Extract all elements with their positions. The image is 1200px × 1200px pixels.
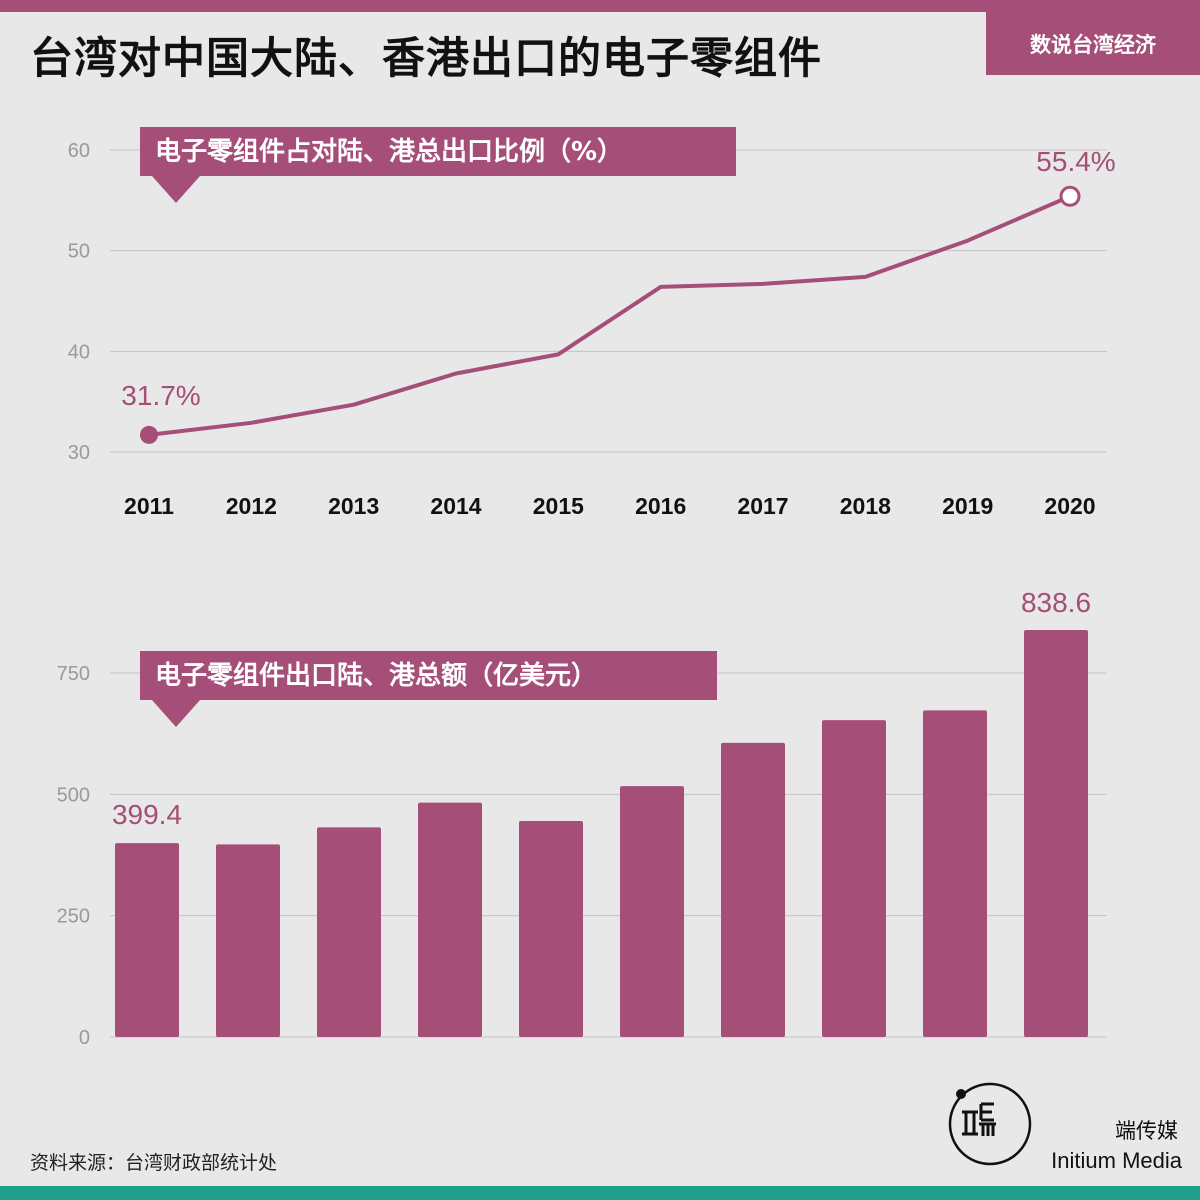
bottom-accent-bar: [0, 1186, 1200, 1200]
media-name-cn: 端传媒: [1115, 1119, 1178, 1143]
bar-2014: [418, 802, 482, 1037]
source-note: 资料来源：台湾财政部统计处: [30, 1152, 278, 1174]
bar-2017: [721, 742, 785, 1037]
line-x-tick-label: 2019: [942, 493, 993, 519]
line-data-label: 55.4%: [1036, 146, 1115, 177]
line-x-tick-label: 2013: [328, 493, 379, 519]
bar-chart-title: 电子零组件出口陆、港总额（亿美元）: [155, 660, 597, 691]
bar-2011: [115, 843, 179, 1037]
line-x-tick-label: 2016: [635, 493, 686, 519]
initium-logo-icon: [948, 1082, 1032, 1166]
bar-y-tick-label: 500: [57, 784, 90, 806]
line-title-banner: [140, 127, 736, 176]
line-y-tick-label: 40: [68, 341, 90, 363]
bar-2012: [216, 844, 280, 1037]
bar-y-tick-label: 750: [57, 663, 90, 685]
line-y-tick-label: 60: [68, 140, 90, 162]
line-x-tick-label: 2014: [430, 493, 481, 519]
bar-y-tick-label: 250: [57, 906, 90, 928]
brand-tag: 数说台湾经济: [986, 12, 1200, 75]
bar-data-label: 838.6: [1021, 587, 1091, 618]
line-point-end: [1059, 185, 1081, 207]
line-x-tick-label: 2018: [840, 493, 891, 519]
line-series: [148, 194, 1071, 437]
line-y-tick-label: 50: [68, 241, 90, 263]
bar-2020: [1024, 629, 1088, 1037]
line-x-tick-label: 2012: [226, 493, 277, 519]
bar-2019: [923, 710, 987, 1037]
bar-2015: [519, 821, 583, 1037]
bar-title-pointer: [152, 700, 200, 727]
line-title-pointer: [152, 176, 200, 203]
media-name-en: Initium Media: [1051, 1148, 1182, 1173]
line-point-start: [140, 425, 158, 444]
bar-2016: [620, 786, 684, 1037]
line-x-tick-label: 2017: [737, 493, 788, 519]
line-chart-title: 电子零组件占对陆、港总出口比例（%）: [155, 136, 623, 167]
line-x-tick-label: 2020: [1044, 493, 1095, 519]
bar-data-label: 399.4: [112, 799, 182, 830]
line-x-tick-label: 2015: [533, 493, 584, 519]
bar-title-banner: [140, 651, 717, 700]
top-accent-bar: [0, 0, 1200, 12]
bar-2018: [822, 720, 886, 1037]
bar-2013: [317, 827, 381, 1037]
page-title: 台湾对中国大陆、香港出口的电子零组件: [30, 34, 822, 84]
line-x-tick-label: 2011: [124, 493, 174, 519]
bar-y-tick-label: 0: [79, 1027, 90, 1049]
line-data-label: 31.7%: [121, 380, 200, 411]
line-y-tick-label: 30: [68, 442, 90, 464]
